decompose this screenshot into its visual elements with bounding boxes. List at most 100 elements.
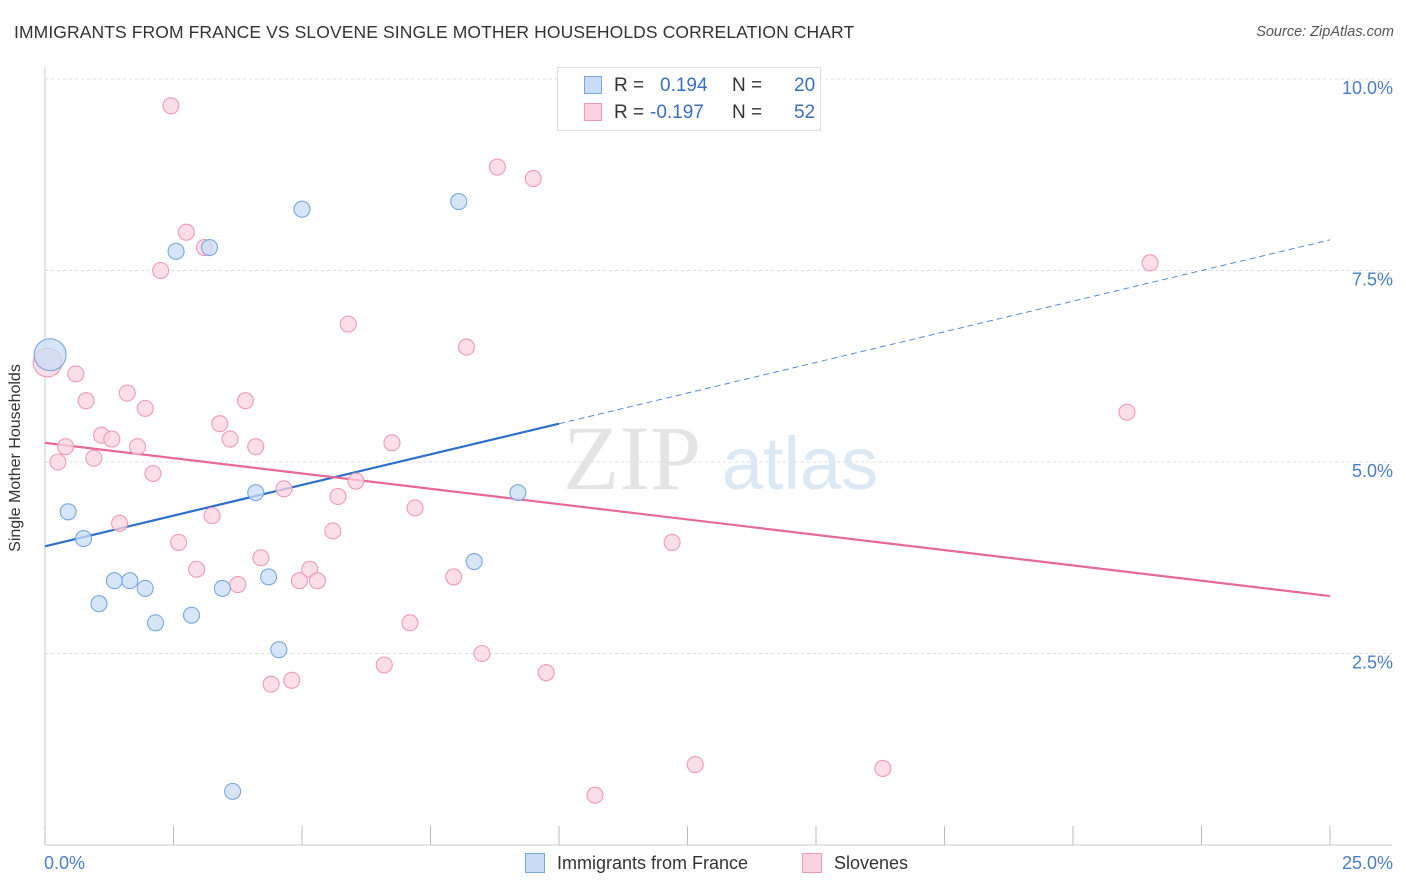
point-slovenes <box>162 97 180 115</box>
point-france <box>260 568 278 586</box>
point-france <box>121 572 139 590</box>
point-slovenes <box>663 533 681 551</box>
point-slovenes <box>236 392 255 410</box>
point-france <box>224 782 242 800</box>
point-slovenes <box>339 315 357 333</box>
point-slovenes <box>283 671 301 689</box>
axes <box>44 67 1392 846</box>
point-france <box>247 484 265 502</box>
point-slovenes <box>128 438 147 456</box>
point-france <box>146 614 165 632</box>
point-slovenes <box>401 614 419 632</box>
point-slovenes <box>275 480 293 498</box>
point-slovenes <box>586 786 604 804</box>
point-slovenes <box>445 568 463 586</box>
legend-n-label: N = <box>732 102 763 123</box>
bottom-legend-swatch-slovenes <box>802 853 822 873</box>
tick-labels: 2.5% 5.0% 7.5% 10.0% 0.0% 25.0% <box>44 78 1393 873</box>
point-slovenes <box>457 338 476 356</box>
point-slovenes <box>152 261 170 280</box>
point-slovenes <box>375 656 393 674</box>
point-slovenes <box>67 365 85 383</box>
y-tick-label: 2.5% <box>1352 653 1393 673</box>
y-tick-label: 7.5% <box>1352 270 1393 290</box>
point-slovenes <box>203 507 221 525</box>
point-slovenes <box>229 576 247 594</box>
legend-swatch-france <box>584 76 602 94</box>
point-france <box>105 572 123 590</box>
chart-title: IMMIGRANTS FROM FRANCE VS SLOVENE SINGLE… <box>14 22 855 42</box>
point-slovenes <box>308 572 326 590</box>
point-slovenes <box>144 464 162 483</box>
point-france <box>200 238 219 257</box>
point-slovenes <box>347 472 365 490</box>
point-slovenes <box>686 756 704 774</box>
point-slovenes <box>211 415 229 433</box>
x-tick-label: 0.0% <box>44 853 85 873</box>
point-slovenes <box>473 644 491 663</box>
point-slovenes <box>85 449 103 467</box>
y-tick-label: 5.0% <box>1352 461 1393 481</box>
point-france <box>270 641 288 659</box>
legend-n-label: N = <box>732 75 763 96</box>
point-slovenes <box>1141 254 1159 272</box>
point-france <box>509 484 527 502</box>
point-slovenes <box>524 170 542 188</box>
point-france <box>136 579 154 597</box>
point-slovenes <box>383 434 401 452</box>
trend-extension-france <box>558 239 1331 425</box>
point-slovenes <box>324 522 342 540</box>
point-slovenes <box>874 759 892 777</box>
point-slovenes <box>103 430 121 448</box>
point-france <box>293 200 311 218</box>
bottom-legend-label-france: Immigrants from France <box>557 853 749 873</box>
point-france <box>33 338 67 372</box>
point-slovenes <box>77 392 95 410</box>
data-points <box>32 97 1159 804</box>
bottom-legend-swatch-france <box>525 853 545 873</box>
point-france <box>90 595 108 613</box>
watermark: ZIP atlas <box>563 407 878 509</box>
point-slovenes <box>247 438 265 456</box>
x-tick-label: 25.0% <box>1342 853 1393 873</box>
point-slovenes <box>290 572 308 590</box>
point-slovenes <box>406 499 424 517</box>
point-france <box>59 503 77 521</box>
watermark-zip: ZIP <box>563 407 701 509</box>
trend-line-slovenes <box>44 441 1331 598</box>
gridlines <box>45 78 1392 654</box>
trend-line-france <box>44 422 560 548</box>
point-slovenes <box>57 438 75 456</box>
point-slovenes <box>329 487 347 506</box>
legend-r-label: R = <box>614 102 645 123</box>
point-slovenes <box>49 453 67 471</box>
point-slovenes <box>110 514 129 532</box>
legend-r-label: R = <box>614 75 645 96</box>
point-slovenes <box>136 399 154 417</box>
legend-r-value-france: 0.194 <box>660 75 708 96</box>
point-slovenes <box>221 430 239 448</box>
source-label: Source: ZipAtlas.com <box>1256 24 1394 40</box>
point-slovenes <box>170 533 188 551</box>
point-slovenes <box>537 664 555 682</box>
point-france <box>465 553 483 571</box>
point-slovenes <box>1118 403 1136 421</box>
bottom-legend-label-slovenes: Slovenes <box>834 853 909 873</box>
point-slovenes <box>262 675 280 693</box>
legend-n-value-france: 20 <box>794 75 816 96</box>
legend-r-value-slovenes: -0.197 <box>650 102 704 123</box>
y-tick-label: 10.0% <box>1342 78 1393 98</box>
y-axis-label: Single Mother Households <box>7 364 24 552</box>
watermark-atlas: atlas <box>722 422 878 505</box>
point-slovenes <box>118 384 136 402</box>
trend-lines <box>44 239 1331 598</box>
point-france <box>182 606 201 624</box>
point-slovenes <box>252 549 270 567</box>
point-france <box>167 242 185 260</box>
point-france <box>75 530 93 548</box>
point-slovenes <box>188 560 206 578</box>
point-france <box>213 579 231 597</box>
point-slovenes <box>177 223 195 241</box>
correlation-legend: R = 0.194 N = 20 R = -0.197 N = 52 <box>557 67 821 131</box>
